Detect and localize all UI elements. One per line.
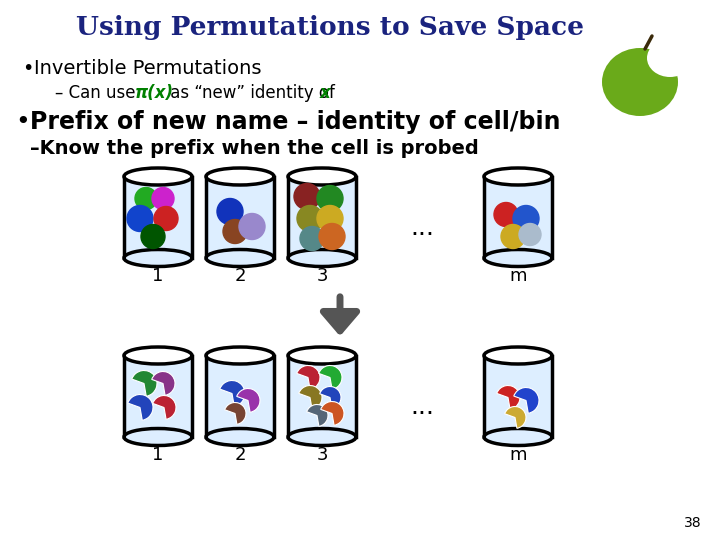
Circle shape — [152, 187, 174, 210]
Text: Prefix of new name – identity of cell/bin: Prefix of new name – identity of cell/bi… — [30, 110, 560, 134]
Wedge shape — [505, 407, 526, 428]
Text: 3: 3 — [316, 267, 328, 285]
Circle shape — [317, 206, 343, 232]
Text: 3: 3 — [316, 446, 328, 464]
Circle shape — [300, 226, 324, 251]
Ellipse shape — [124, 168, 192, 185]
Ellipse shape — [484, 249, 552, 267]
Text: 1: 1 — [153, 267, 163, 285]
Ellipse shape — [484, 347, 552, 364]
Bar — [484, 355, 552, 437]
Text: as “new” identity of: as “new” identity of — [165, 84, 340, 102]
Ellipse shape — [206, 168, 274, 185]
Circle shape — [297, 206, 323, 232]
Ellipse shape — [647, 39, 693, 77]
Circle shape — [135, 187, 157, 210]
Ellipse shape — [124, 249, 192, 267]
Text: ...: ... — [410, 395, 434, 419]
Text: •: • — [15, 110, 30, 134]
Ellipse shape — [206, 429, 274, 446]
Circle shape — [519, 224, 541, 246]
Wedge shape — [152, 372, 175, 395]
Text: m: m — [509, 267, 527, 285]
Bar — [206, 177, 274, 258]
Ellipse shape — [484, 429, 552, 446]
Circle shape — [223, 219, 247, 244]
Circle shape — [239, 213, 265, 240]
Ellipse shape — [124, 429, 192, 446]
Ellipse shape — [288, 168, 356, 185]
Bar — [484, 177, 552, 258]
Wedge shape — [225, 402, 246, 424]
Text: ...: ... — [410, 216, 434, 240]
Ellipse shape — [206, 249, 274, 267]
Circle shape — [317, 186, 343, 212]
Text: –Know the prefix when the cell is probed: –Know the prefix when the cell is probed — [30, 138, 479, 158]
Ellipse shape — [484, 168, 552, 185]
Circle shape — [127, 206, 153, 232]
Ellipse shape — [288, 249, 356, 267]
Wedge shape — [320, 402, 344, 426]
Wedge shape — [153, 395, 176, 420]
Wedge shape — [132, 370, 157, 396]
Bar — [206, 355, 274, 437]
Wedge shape — [319, 366, 342, 389]
Circle shape — [141, 225, 165, 248]
Text: m: m — [509, 446, 527, 464]
Ellipse shape — [288, 347, 356, 364]
Text: Invertible Permutations: Invertible Permutations — [34, 58, 261, 78]
Text: 2: 2 — [234, 267, 246, 285]
Text: – Can use: – Can use — [55, 84, 140, 102]
Text: 1: 1 — [153, 446, 163, 464]
Bar — [124, 177, 192, 258]
Wedge shape — [297, 366, 320, 389]
Wedge shape — [237, 388, 260, 413]
Bar — [288, 355, 356, 437]
Circle shape — [294, 184, 320, 210]
Wedge shape — [220, 381, 245, 406]
Wedge shape — [127, 395, 153, 420]
Wedge shape — [320, 387, 341, 408]
Ellipse shape — [206, 347, 274, 364]
Circle shape — [501, 225, 525, 248]
Ellipse shape — [602, 48, 678, 116]
Text: 38: 38 — [685, 516, 702, 530]
FancyArrowPatch shape — [323, 297, 356, 331]
Text: π(x): π(x) — [135, 84, 174, 102]
Wedge shape — [307, 404, 328, 427]
Circle shape — [513, 206, 539, 232]
Ellipse shape — [124, 347, 192, 364]
Bar — [288, 177, 356, 258]
Circle shape — [494, 202, 518, 226]
Wedge shape — [497, 386, 520, 409]
Bar — [124, 355, 192, 437]
Circle shape — [217, 199, 243, 225]
Circle shape — [319, 224, 345, 249]
Text: •: • — [22, 58, 33, 78]
Text: 2: 2 — [234, 446, 246, 464]
Text: Using Permutations to Save Space: Using Permutations to Save Space — [76, 16, 584, 40]
Wedge shape — [299, 386, 322, 409]
Text: x: x — [320, 84, 330, 102]
Ellipse shape — [288, 429, 356, 446]
Circle shape — [154, 206, 178, 231]
Wedge shape — [514, 388, 539, 413]
